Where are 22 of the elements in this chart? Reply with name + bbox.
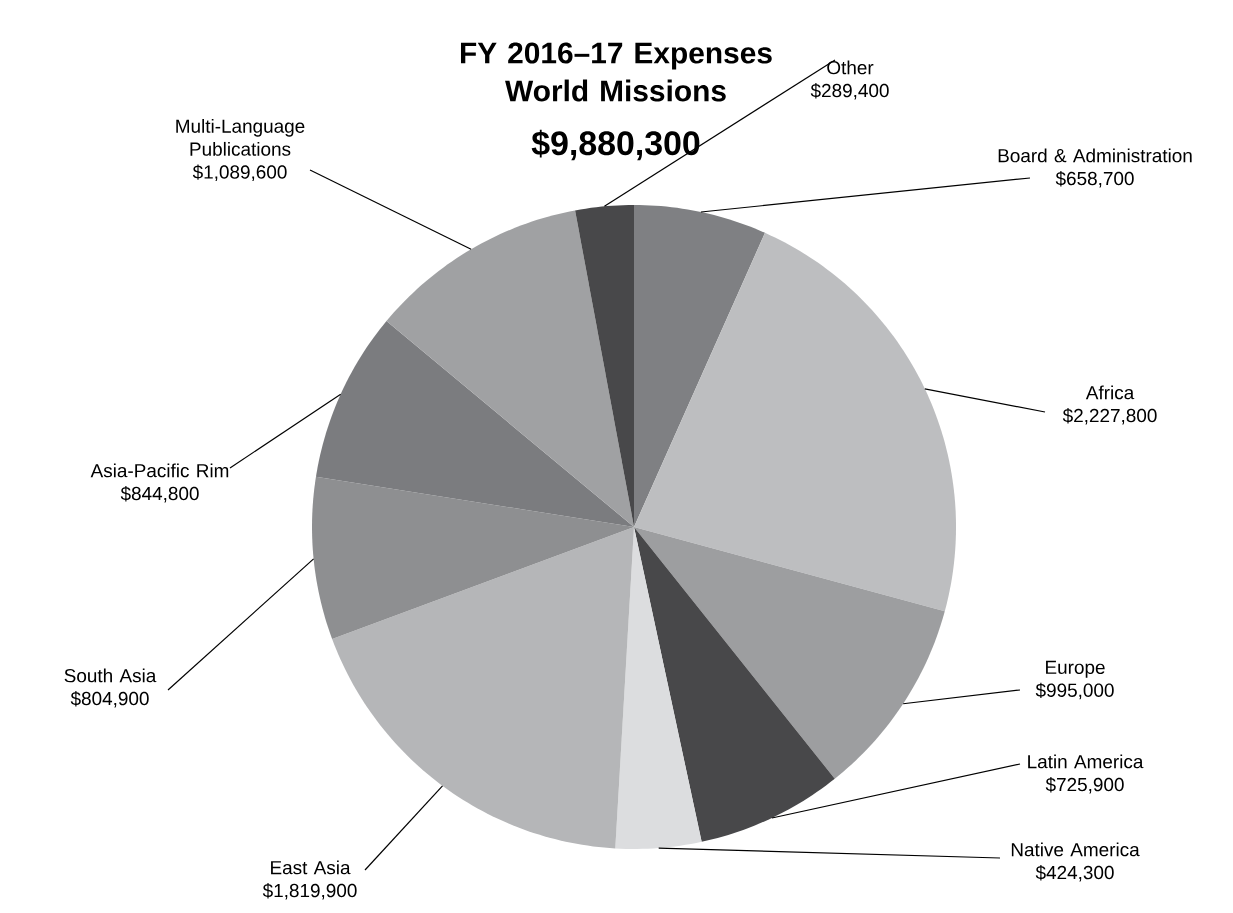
data-label: $725,900 xyxy=(1045,777,1124,794)
slice-label: Europe xyxy=(1046,660,1105,678)
slice-label: Asia-Pacific Rim xyxy=(90,463,229,478)
data-label: $289,400 xyxy=(810,83,889,100)
slice-label: Native America xyxy=(1011,842,1140,857)
data-label: $424,300 xyxy=(1035,865,1114,882)
slice-label: Board & Administration xyxy=(998,148,1192,163)
data-label: $1,089,600 xyxy=(192,164,287,181)
slice-label: South Asia xyxy=(64,668,157,683)
slice-label: East Asia xyxy=(271,860,351,875)
data-label: $804,900 xyxy=(70,691,149,708)
data-label: $2,227,800 xyxy=(1062,408,1157,425)
chart-title: FY 2016–17 Expenses World Missions xyxy=(460,42,772,102)
data-label: $658,700 xyxy=(1055,171,1134,188)
data-label: $995,000 xyxy=(1035,682,1114,700)
slice-label: Africa xyxy=(1085,385,1135,400)
slice-label: Multi-Language Publications xyxy=(176,118,305,156)
slice-label: Other xyxy=(827,60,874,75)
slice-label: Latin America xyxy=(1028,754,1144,769)
data-label: $1,819,900 xyxy=(262,883,357,900)
data-label: $844,800 xyxy=(120,486,199,503)
text: $9,880,300 xyxy=(531,129,700,161)
